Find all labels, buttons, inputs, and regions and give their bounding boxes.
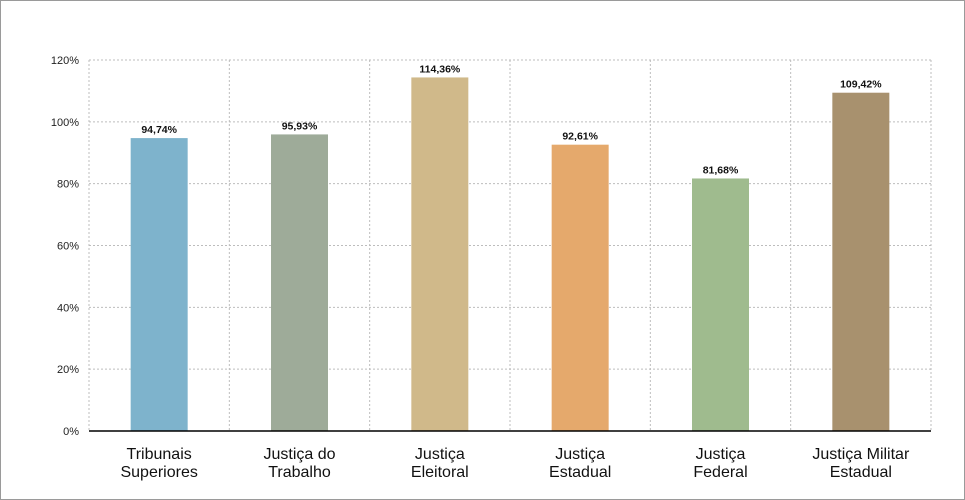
data-label: 95,93% [282,120,318,132]
data-label: 81,68% [703,164,739,176]
x-tick-label: Tribunais Superiores [120,446,197,481]
data-label: 109,42% [840,79,882,91]
bar [832,92,890,431]
bar [551,144,609,431]
y-tick-label: 20% [57,364,79,376]
x-tick-label: Justiça Federal [693,446,747,481]
y-tick-label: 80% [57,179,79,191]
bar [271,134,328,431]
y-tick-label: 60% [57,241,79,253]
x-tick-label: Justiça Estadual [549,446,611,481]
y-tick-label: 120% [51,55,79,67]
data-label: 114,36% [419,63,461,75]
data-label: 94,74% [141,124,177,136]
data-label: 92,61% [562,131,598,143]
y-tick-label: 0% [63,426,79,438]
bar [692,178,749,431]
bar [130,138,188,431]
y-tick-label: 40% [57,302,79,314]
y-tick-label: 100% [51,117,79,129]
bar [411,77,469,431]
x-tick-label: Justiça do Trabalho [263,446,335,481]
x-tick-label: Justiça Militar Estadual [812,446,910,481]
x-tick-label: Justiça Eleitoral [411,446,469,481]
